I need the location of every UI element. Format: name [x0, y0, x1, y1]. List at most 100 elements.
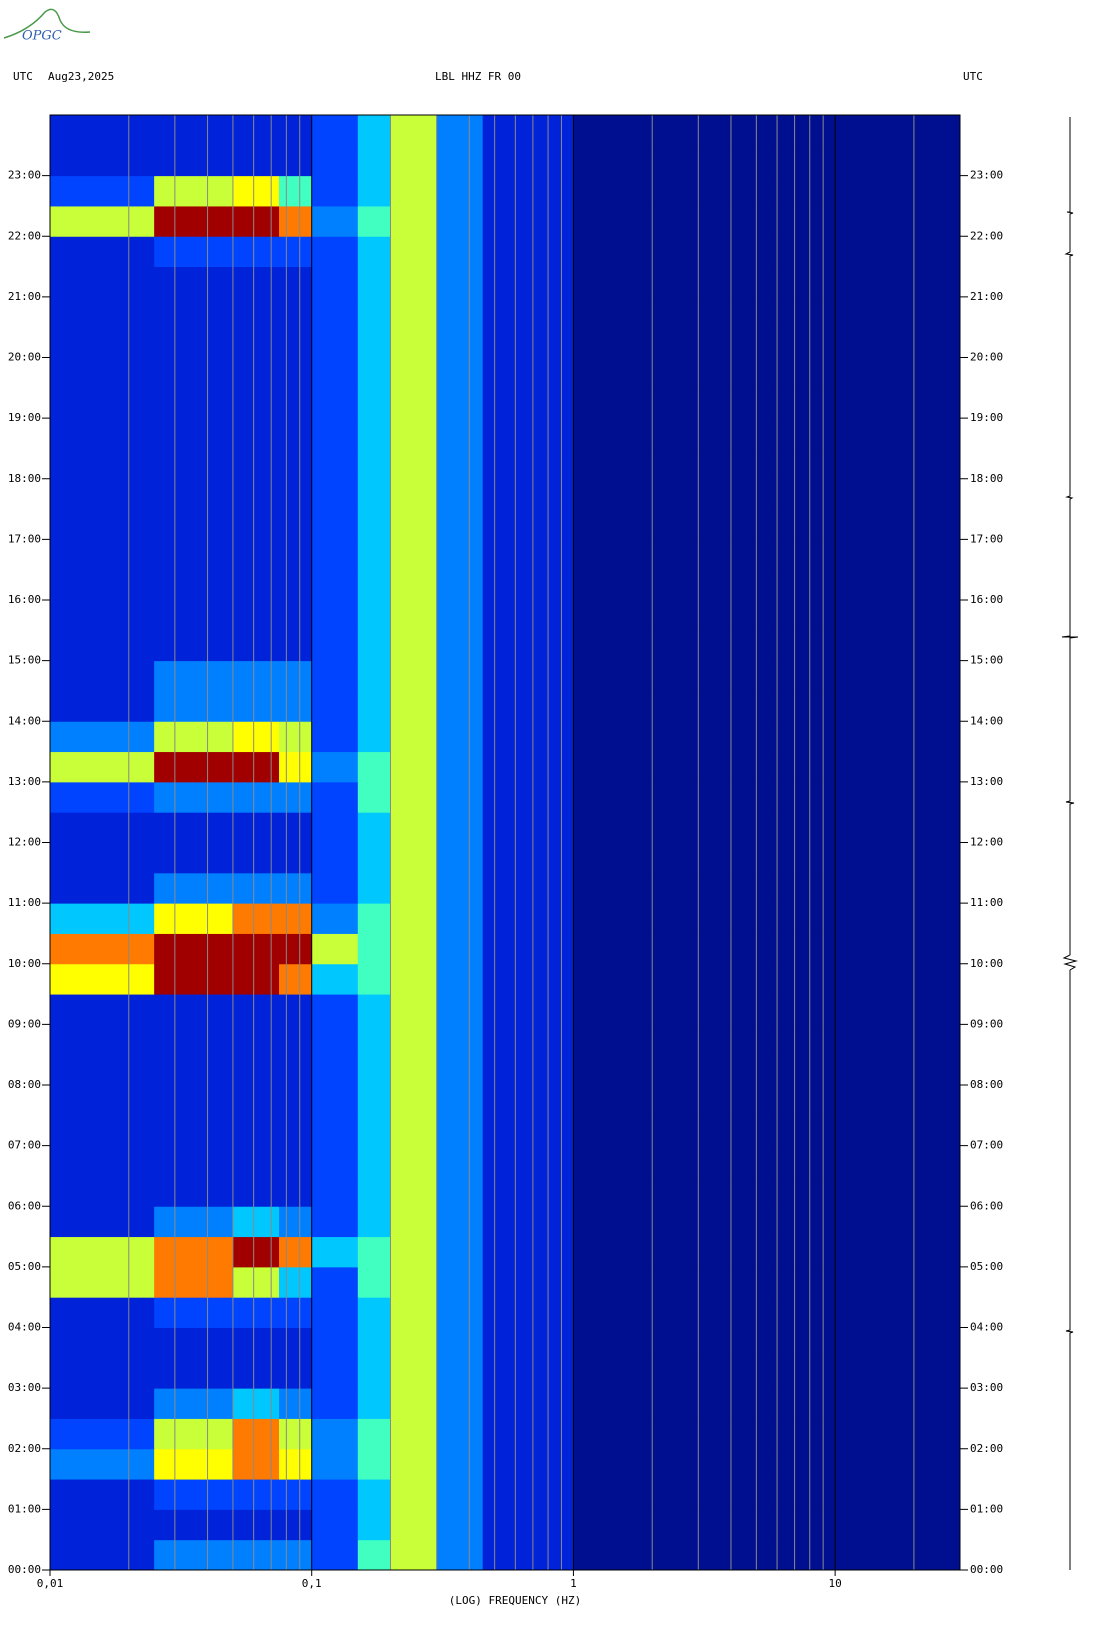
cell [835, 751, 961, 783]
cell [279, 1509, 313, 1541]
cell [436, 812, 484, 843]
cell [279, 600, 313, 631]
cell [390, 266, 438, 298]
cell [698, 721, 836, 753]
cell [357, 994, 391, 1025]
cell [279, 903, 313, 934]
cell [390, 781, 438, 813]
cell [357, 478, 391, 510]
cell [390, 387, 438, 419]
cell [311, 812, 359, 843]
cell [482, 1236, 574, 1268]
cell [390, 296, 438, 328]
cell [357, 448, 391, 480]
cell [390, 630, 438, 662]
cell [573, 812, 699, 843]
cell [390, 327, 438, 358]
cell [482, 933, 574, 965]
y-tick-label-right: 04:00 [970, 1321, 1003, 1334]
y-tick-label-right: 16:00 [970, 593, 1003, 606]
cell [390, 1418, 438, 1450]
cell [835, 1266, 961, 1298]
cell [279, 236, 313, 268]
cell [154, 115, 234, 146]
cell [698, 145, 836, 177]
cell [311, 1479, 359, 1510]
cell [311, 509, 359, 540]
cell [436, 296, 484, 328]
cell [357, 690, 391, 722]
cell [311, 387, 359, 419]
cell [436, 1024, 484, 1056]
cell [50, 1206, 155, 1238]
cell [279, 569, 313, 601]
cell [698, 963, 836, 995]
cell [436, 933, 484, 965]
cell [50, 1448, 155, 1480]
cell [311, 478, 359, 510]
cell [436, 1175, 484, 1207]
cell [835, 327, 961, 358]
cell [232, 175, 280, 207]
cell [154, 1539, 234, 1571]
cell [50, 205, 155, 237]
y-tick-label-left: 17:00 [8, 532, 41, 545]
cell [311, 1236, 359, 1268]
cell [279, 1297, 313, 1328]
cell [50, 933, 155, 965]
cell [357, 236, 391, 268]
cell [835, 296, 961, 328]
y-tick-label-right: 06:00 [970, 1199, 1003, 1212]
cell [698, 1327, 836, 1359]
y-tick-label-left: 11:00 [8, 896, 41, 909]
cell [50, 115, 155, 146]
cell [232, 1539, 280, 1571]
cell [232, 1479, 280, 1510]
cell [154, 357, 234, 389]
cell [698, 327, 836, 358]
cell [482, 660, 574, 692]
cell [357, 1357, 391, 1389]
cell [390, 1024, 438, 1056]
cell [357, 145, 391, 177]
cell [436, 781, 484, 813]
cell [232, 933, 280, 965]
cell [390, 600, 438, 631]
cell [311, 1206, 359, 1238]
y-tick-label-right: 00:00 [970, 1563, 1003, 1576]
cell [482, 1145, 574, 1177]
cell [573, 569, 699, 601]
cell [835, 509, 961, 540]
cell [232, 660, 280, 692]
cell [357, 1509, 391, 1541]
cell [390, 478, 438, 510]
cell [232, 296, 280, 328]
cell [835, 600, 961, 631]
y-tick-label-right: 10:00 [970, 957, 1003, 970]
cell [279, 266, 313, 298]
cell [154, 236, 234, 268]
cell [154, 721, 234, 753]
cell [311, 842, 359, 874]
cell [357, 569, 391, 601]
cell [482, 569, 574, 601]
cell [390, 1054, 438, 1086]
cell [390, 175, 438, 207]
cell [279, 509, 313, 540]
cell [154, 963, 234, 995]
y-tick-label-left: 23:00 [8, 169, 41, 182]
y-tick-label-left: 00:00 [8, 1563, 41, 1576]
cell [482, 1115, 574, 1147]
cell [835, 1024, 961, 1056]
cell [482, 872, 574, 904]
cell [50, 478, 155, 510]
cell [311, 205, 359, 237]
cell [154, 509, 234, 540]
cell [482, 205, 574, 237]
cell [154, 690, 234, 722]
cell [698, 236, 836, 268]
cell [357, 1388, 391, 1419]
cell [311, 1327, 359, 1359]
cell [390, 812, 438, 843]
cell [390, 1509, 438, 1541]
